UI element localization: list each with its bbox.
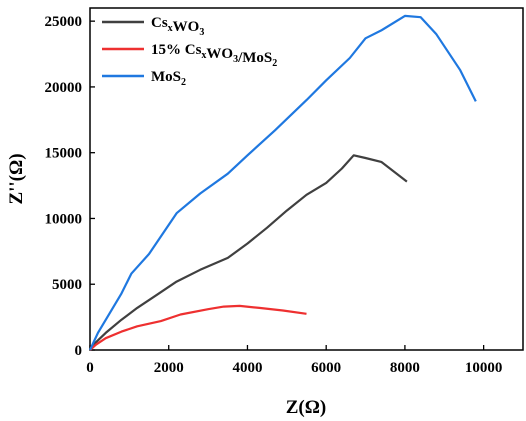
plot-area-border [89,7,524,351]
x-tick-label: 6000 [311,360,341,376]
x-tick-label: 10000 [465,360,503,376]
y-tick-label: 0 [75,343,83,359]
x-tick-label: 0 [86,360,94,376]
y-tick-label: 20000 [45,80,83,96]
series-line-0 [89,154,408,351]
series-line-1 [89,304,307,351]
y-tick-label: 5000 [52,277,82,293]
legend-label-1: 15% CsxWO3/MoS2 [151,42,277,69]
y-tick-label: 10000 [45,211,83,227]
x-tick-label: 2000 [154,360,184,376]
plot-frame [89,7,524,351]
y-tick-label: 15000 [45,146,83,162]
y-axis-label: Z''(Ω) [6,153,27,204]
y-tick-label: 25000 [45,14,83,30]
x-tick-label: 8000 [390,360,420,376]
legend-label-0: CsxWO3 [151,15,204,38]
y-axis-ticks: 0 5000 10000 15000 20000 25000 [45,14,95,359]
series-line-2 [89,14,477,351]
series-layer [89,14,477,351]
x-axis-label: Z(Ω) [286,397,327,418]
legend-label-2: MoS2 [151,69,186,88]
x-axis-ticks: 0 2000 4000 6000 8000 10000 [86,345,502,376]
x-tick-label: 4000 [232,360,262,376]
